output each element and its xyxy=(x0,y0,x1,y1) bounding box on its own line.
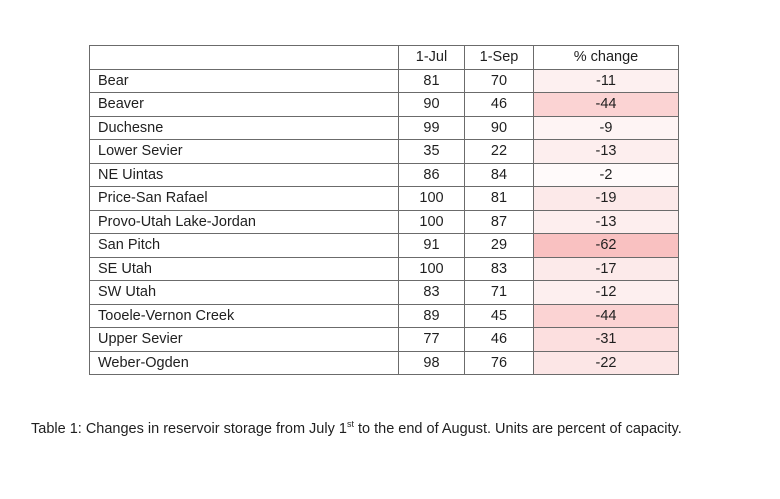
change-value-cell: -12 xyxy=(533,280,679,305)
table-row: SW Utah 83 71 -12 xyxy=(89,280,679,305)
basin-name-cell: Provo-Utah Lake-Jordan xyxy=(89,209,399,234)
sep-value-cell: 29 xyxy=(464,233,534,258)
jul-value-cell: 89 xyxy=(398,303,465,328)
table-row: SE Utah 100 83 -17 xyxy=(89,256,679,281)
table-header-row: 1-Jul 1-Sep % change xyxy=(89,45,679,70)
basin-name-cell: SE Utah xyxy=(89,256,399,281)
header-jul: 1-Jul xyxy=(398,45,465,70)
jul-value-cell: 100 xyxy=(398,256,465,281)
sep-value-cell: 90 xyxy=(464,115,534,140)
sep-value-cell: 84 xyxy=(464,162,534,187)
sep-value-cell: 71 xyxy=(464,280,534,305)
basin-name-cell: Upper Sevier xyxy=(89,327,399,352)
sep-value-cell: 76 xyxy=(464,350,534,375)
jul-value-cell: 77 xyxy=(398,327,465,352)
jul-value-cell: 35 xyxy=(398,139,465,164)
table-row: Weber-Ogden 98 76 -22 xyxy=(89,350,679,375)
table-row: Price-San Rafael 100 81 -19 xyxy=(89,186,679,211)
change-value-cell: -17 xyxy=(533,256,679,281)
sep-value-cell: 22 xyxy=(464,139,534,164)
basin-name-cell: Lower Sevier xyxy=(89,139,399,164)
change-value-cell: -13 xyxy=(533,209,679,234)
jul-value-cell: 83 xyxy=(398,280,465,305)
caption-suffix: to the end of August. Units are percent … xyxy=(353,421,682,437)
caption-superscript: st xyxy=(346,419,354,429)
change-value-cell: -31 xyxy=(533,327,679,352)
table-row: Bear 81 70 -11 xyxy=(89,68,679,93)
sep-value-cell: 45 xyxy=(464,303,534,328)
change-value-cell: -44 xyxy=(533,92,679,117)
jul-value-cell: 90 xyxy=(398,92,465,117)
basin-name-cell: Bear xyxy=(89,68,399,93)
sep-value-cell: 83 xyxy=(464,256,534,281)
table-row: Tooele-Vernon Creek 89 45 -44 xyxy=(89,303,679,328)
jul-value-cell: 100 xyxy=(398,186,465,211)
caption-prefix: Table 1: Changes in reservoir storage fr… xyxy=(31,421,347,437)
change-value-cell: -62 xyxy=(533,233,679,258)
basin-name-cell: Beaver xyxy=(89,92,399,117)
jul-value-cell: 86 xyxy=(398,162,465,187)
change-value-cell: -2 xyxy=(533,162,679,187)
reservoir-table: 1-Jul 1-Sep % change Bear 81 70 -11 Beaver 90… xyxy=(89,45,679,375)
basin-name-cell: NE Uintas xyxy=(89,162,399,187)
table-row: San Pitch 91 29 -62 xyxy=(89,233,679,258)
header-change: % change xyxy=(533,45,679,70)
change-value-cell: -19 xyxy=(533,186,679,211)
basin-name-cell: Weber-Ogden xyxy=(89,350,399,375)
change-value-cell: -13 xyxy=(533,139,679,164)
table-row: Duchesne 99 90 -9 xyxy=(89,115,679,140)
sep-value-cell: 87 xyxy=(464,209,534,234)
table-row: Upper Sevier 77 46 -31 xyxy=(89,327,679,352)
change-value-cell: -44 xyxy=(533,303,679,328)
table-row: Provo-Utah Lake-Jordan 100 87 -13 xyxy=(89,209,679,234)
header-basin xyxy=(89,45,399,70)
jul-value-cell: 99 xyxy=(398,115,465,140)
basin-name-cell: Tooele-Vernon Creek xyxy=(89,303,399,328)
header-sep: 1-Sep xyxy=(464,45,534,70)
basin-name-cell: Duchesne xyxy=(89,115,399,140)
table-row: Beaver 90 46 -44 xyxy=(89,92,679,117)
basin-name-cell: Price-San Rafael xyxy=(89,186,399,211)
basin-name-cell: SW Utah xyxy=(89,280,399,305)
change-value-cell: -22 xyxy=(533,350,679,375)
basin-name-cell: San Pitch xyxy=(89,233,399,258)
jul-value-cell: 98 xyxy=(398,350,465,375)
sep-value-cell: 70 xyxy=(464,68,534,93)
jul-value-cell: 100 xyxy=(398,209,465,234)
sep-value-cell: 46 xyxy=(464,327,534,352)
table-caption: Table 1: Changes in reservoir storage fr… xyxy=(31,419,682,438)
jul-value-cell: 91 xyxy=(398,233,465,258)
change-value-cell: -11 xyxy=(533,68,679,93)
sep-value-cell: 46 xyxy=(464,92,534,117)
table-row: NE Uintas 86 84 -2 xyxy=(89,162,679,187)
jul-value-cell: 81 xyxy=(398,68,465,93)
table-row: Lower Sevier 35 22 -13 xyxy=(89,139,679,164)
change-value-cell: -9 xyxy=(533,115,679,140)
sep-value-cell: 81 xyxy=(464,186,534,211)
table-body: Bear 81 70 -11 Beaver 90 46 -44 Duchesne 99 90 -9 Lo… xyxy=(89,68,679,375)
